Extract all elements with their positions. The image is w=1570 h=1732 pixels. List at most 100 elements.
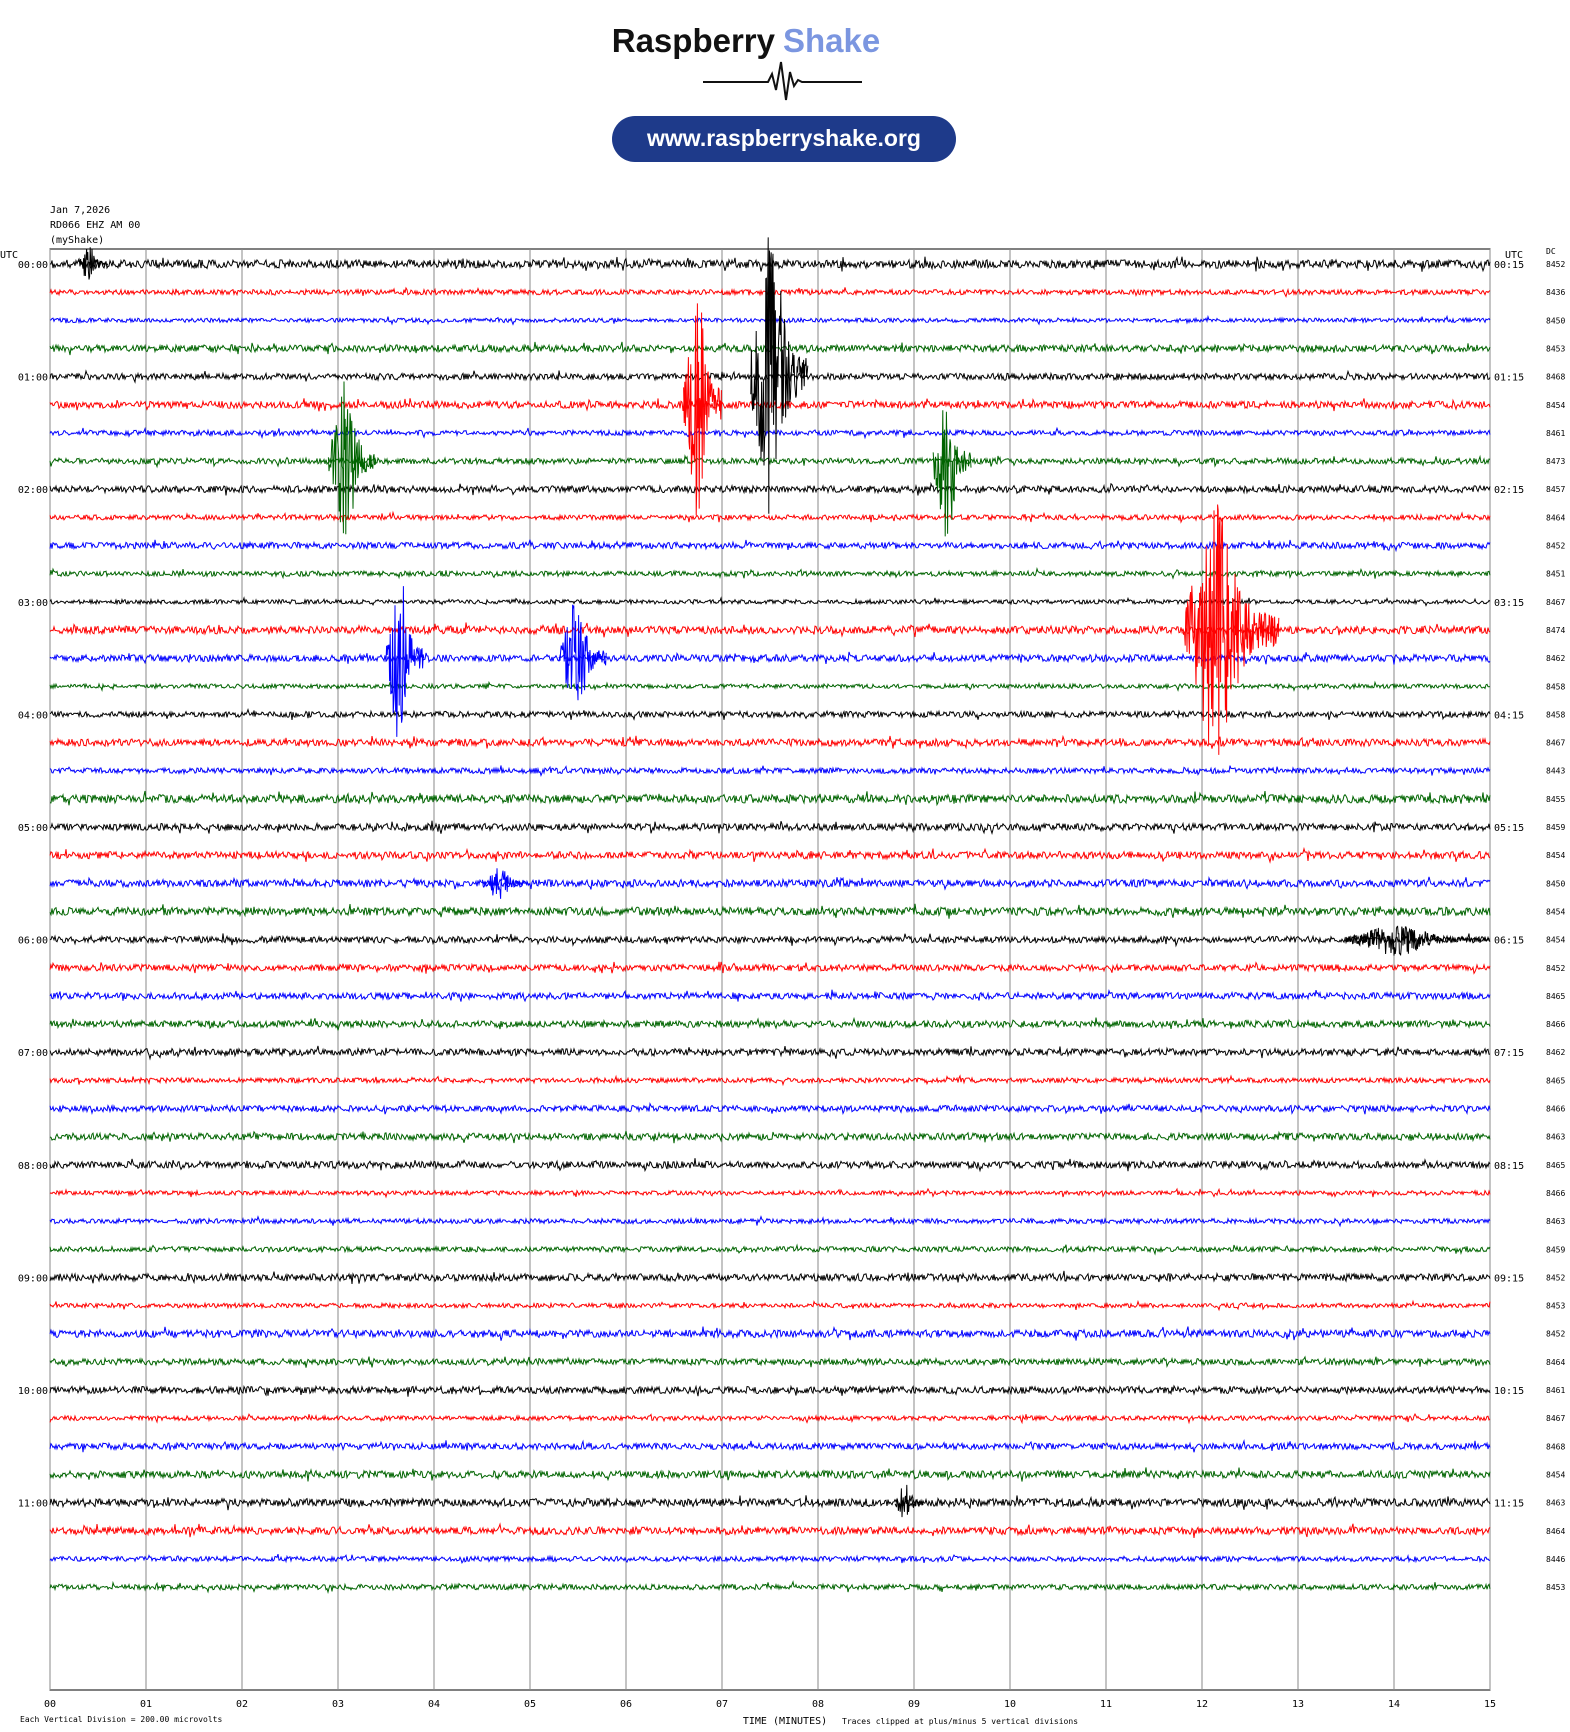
x-tick-label: 00 <box>44 1699 56 1710</box>
url-pill[interactable] <box>612 116 956 162</box>
left-time-label: 07:00 <box>18 1048 48 1059</box>
right-axis-label: UTC <box>1505 250 1523 261</box>
dc-value: 8450 <box>1546 879 1565 888</box>
trace <box>49 510 1491 524</box>
trace <box>49 903 1491 919</box>
dc-value: 8464 <box>1546 1358 1565 1367</box>
trace <box>49 566 1491 580</box>
dc-value: 8454 <box>1546 907 1565 916</box>
left-time-label: 10:00 <box>18 1386 48 1397</box>
trace <box>49 622 1491 638</box>
dc-value: 8466 <box>1546 1189 1565 1198</box>
dc-value: 8466 <box>1546 1020 1565 1029</box>
trace <box>49 1215 1491 1228</box>
dc-value: 8463 <box>1546 1499 1565 1508</box>
dc-value: 8454 <box>1546 401 1565 410</box>
x-tick-label: 01 <box>140 1699 152 1710</box>
dc-value: 8453 <box>1546 1302 1565 1311</box>
brand-name: Raspberry <box>612 22 776 59</box>
dc-value: 8468 <box>1546 373 1565 382</box>
dc-value: 8462 <box>1546 1048 1565 1057</box>
left-time-label: 06:00 <box>18 936 48 947</box>
right-time-label: 06:15 <box>1494 936 1524 947</box>
left-time-label: 00:00 <box>18 260 48 271</box>
trace <box>49 680 1491 692</box>
right-time-label: 04:15 <box>1494 710 1524 721</box>
dc-value: 8461 <box>1546 1386 1565 1395</box>
x-tick-label: 08 <box>812 1699 824 1710</box>
trace <box>49 1495 1491 1511</box>
logo-wave <box>703 61 862 101</box>
dc-value: 8464 <box>1546 513 1565 522</box>
x-tick-label: 02 <box>236 1699 248 1710</box>
source: (myShake) <box>50 235 104 246</box>
trace <box>49 1045 1491 1061</box>
x-tick-label: 06 <box>620 1699 632 1710</box>
trace <box>49 1158 1491 1173</box>
dc-value: 8453 <box>1546 344 1565 353</box>
trace <box>49 1270 1491 1285</box>
dc-value: 8436 <box>1546 288 1565 297</box>
left-time-label: 01:00 <box>18 373 48 384</box>
left-time-label: 02:00 <box>18 485 48 496</box>
trace <box>49 1384 1491 1397</box>
dc-value: 8459 <box>1546 823 1565 832</box>
dc-value: 8455 <box>1546 795 1565 804</box>
trace <box>49 398 1491 412</box>
dc-value: 8452 <box>1546 542 1565 551</box>
dc-value: 8443 <box>1546 767 1565 776</box>
left-axis-label: UTC <box>0 250 18 261</box>
x-tick-label: 13 <box>1292 1699 1304 1710</box>
burst <box>1182 504 1280 755</box>
dc-value: 8463 <box>1546 1133 1565 1142</box>
dc-value: 8463 <box>1546 1217 1565 1226</box>
x-tick-label: 05 <box>524 1699 536 1710</box>
burst <box>750 237 809 514</box>
trace <box>49 707 1491 721</box>
burst <box>932 410 972 537</box>
dc-value: 8459 <box>1546 1245 1565 1254</box>
dc-label: DC <box>1546 247 1556 256</box>
x-tick-label: 14 <box>1388 1699 1400 1710</box>
station: RD066 EHZ AM 00 <box>50 220 140 231</box>
trace <box>49 1243 1491 1256</box>
trace <box>49 596 1491 607</box>
x-tick-label: 10 <box>1004 1699 1016 1710</box>
url[interactable]: www.raspberryshake.org <box>646 125 921 151</box>
trace <box>49 1553 1491 1564</box>
dc-value: 8458 <box>1546 682 1565 691</box>
trace <box>49 734 1491 750</box>
x-tick-label: 04 <box>428 1699 440 1710</box>
dc-value: 8453 <box>1546 1583 1565 1592</box>
trace <box>49 1101 1491 1116</box>
trace <box>49 1326 1491 1341</box>
left-time-label: 09:00 <box>18 1273 48 1284</box>
left-time-label: 11:00 <box>18 1499 48 1510</box>
x-tick-label: 12 <box>1196 1699 1208 1710</box>
dc-value: 8467 <box>1546 739 1565 748</box>
dc-value: 8468 <box>1546 1442 1565 1451</box>
dc-value: 8454 <box>1546 1470 1565 1479</box>
trace <box>49 1355 1491 1368</box>
dc-value: 8467 <box>1546 1414 1565 1423</box>
trace <box>49 1187 1491 1199</box>
right-time-label: 09:15 <box>1494 1273 1524 1284</box>
dc-value: 8454 <box>1546 936 1565 945</box>
right-time-label: 07:15 <box>1494 1048 1524 1059</box>
dc-value: 8458 <box>1546 710 1565 719</box>
trace <box>49 539 1491 553</box>
left-time-label: 03:00 <box>18 598 48 609</box>
dc-value: 8467 <box>1546 598 1565 607</box>
burst <box>894 1484 924 1518</box>
dc-value: 8462 <box>1546 654 1565 663</box>
dc-value: 8466 <box>1546 1105 1565 1114</box>
trace <box>50 790 1491 807</box>
dc-value: 8446 <box>1546 1555 1565 1564</box>
burst <box>78 247 109 280</box>
x-tick-label: 07 <box>716 1699 728 1710</box>
left-time-label: 05:00 <box>18 823 48 834</box>
x-axis-title: TIME (MINUTES) <box>743 1716 827 1727</box>
left-time-label: 08:00 <box>18 1161 48 1172</box>
right-time-label: 08:15 <box>1494 1161 1524 1172</box>
burst <box>683 303 722 516</box>
